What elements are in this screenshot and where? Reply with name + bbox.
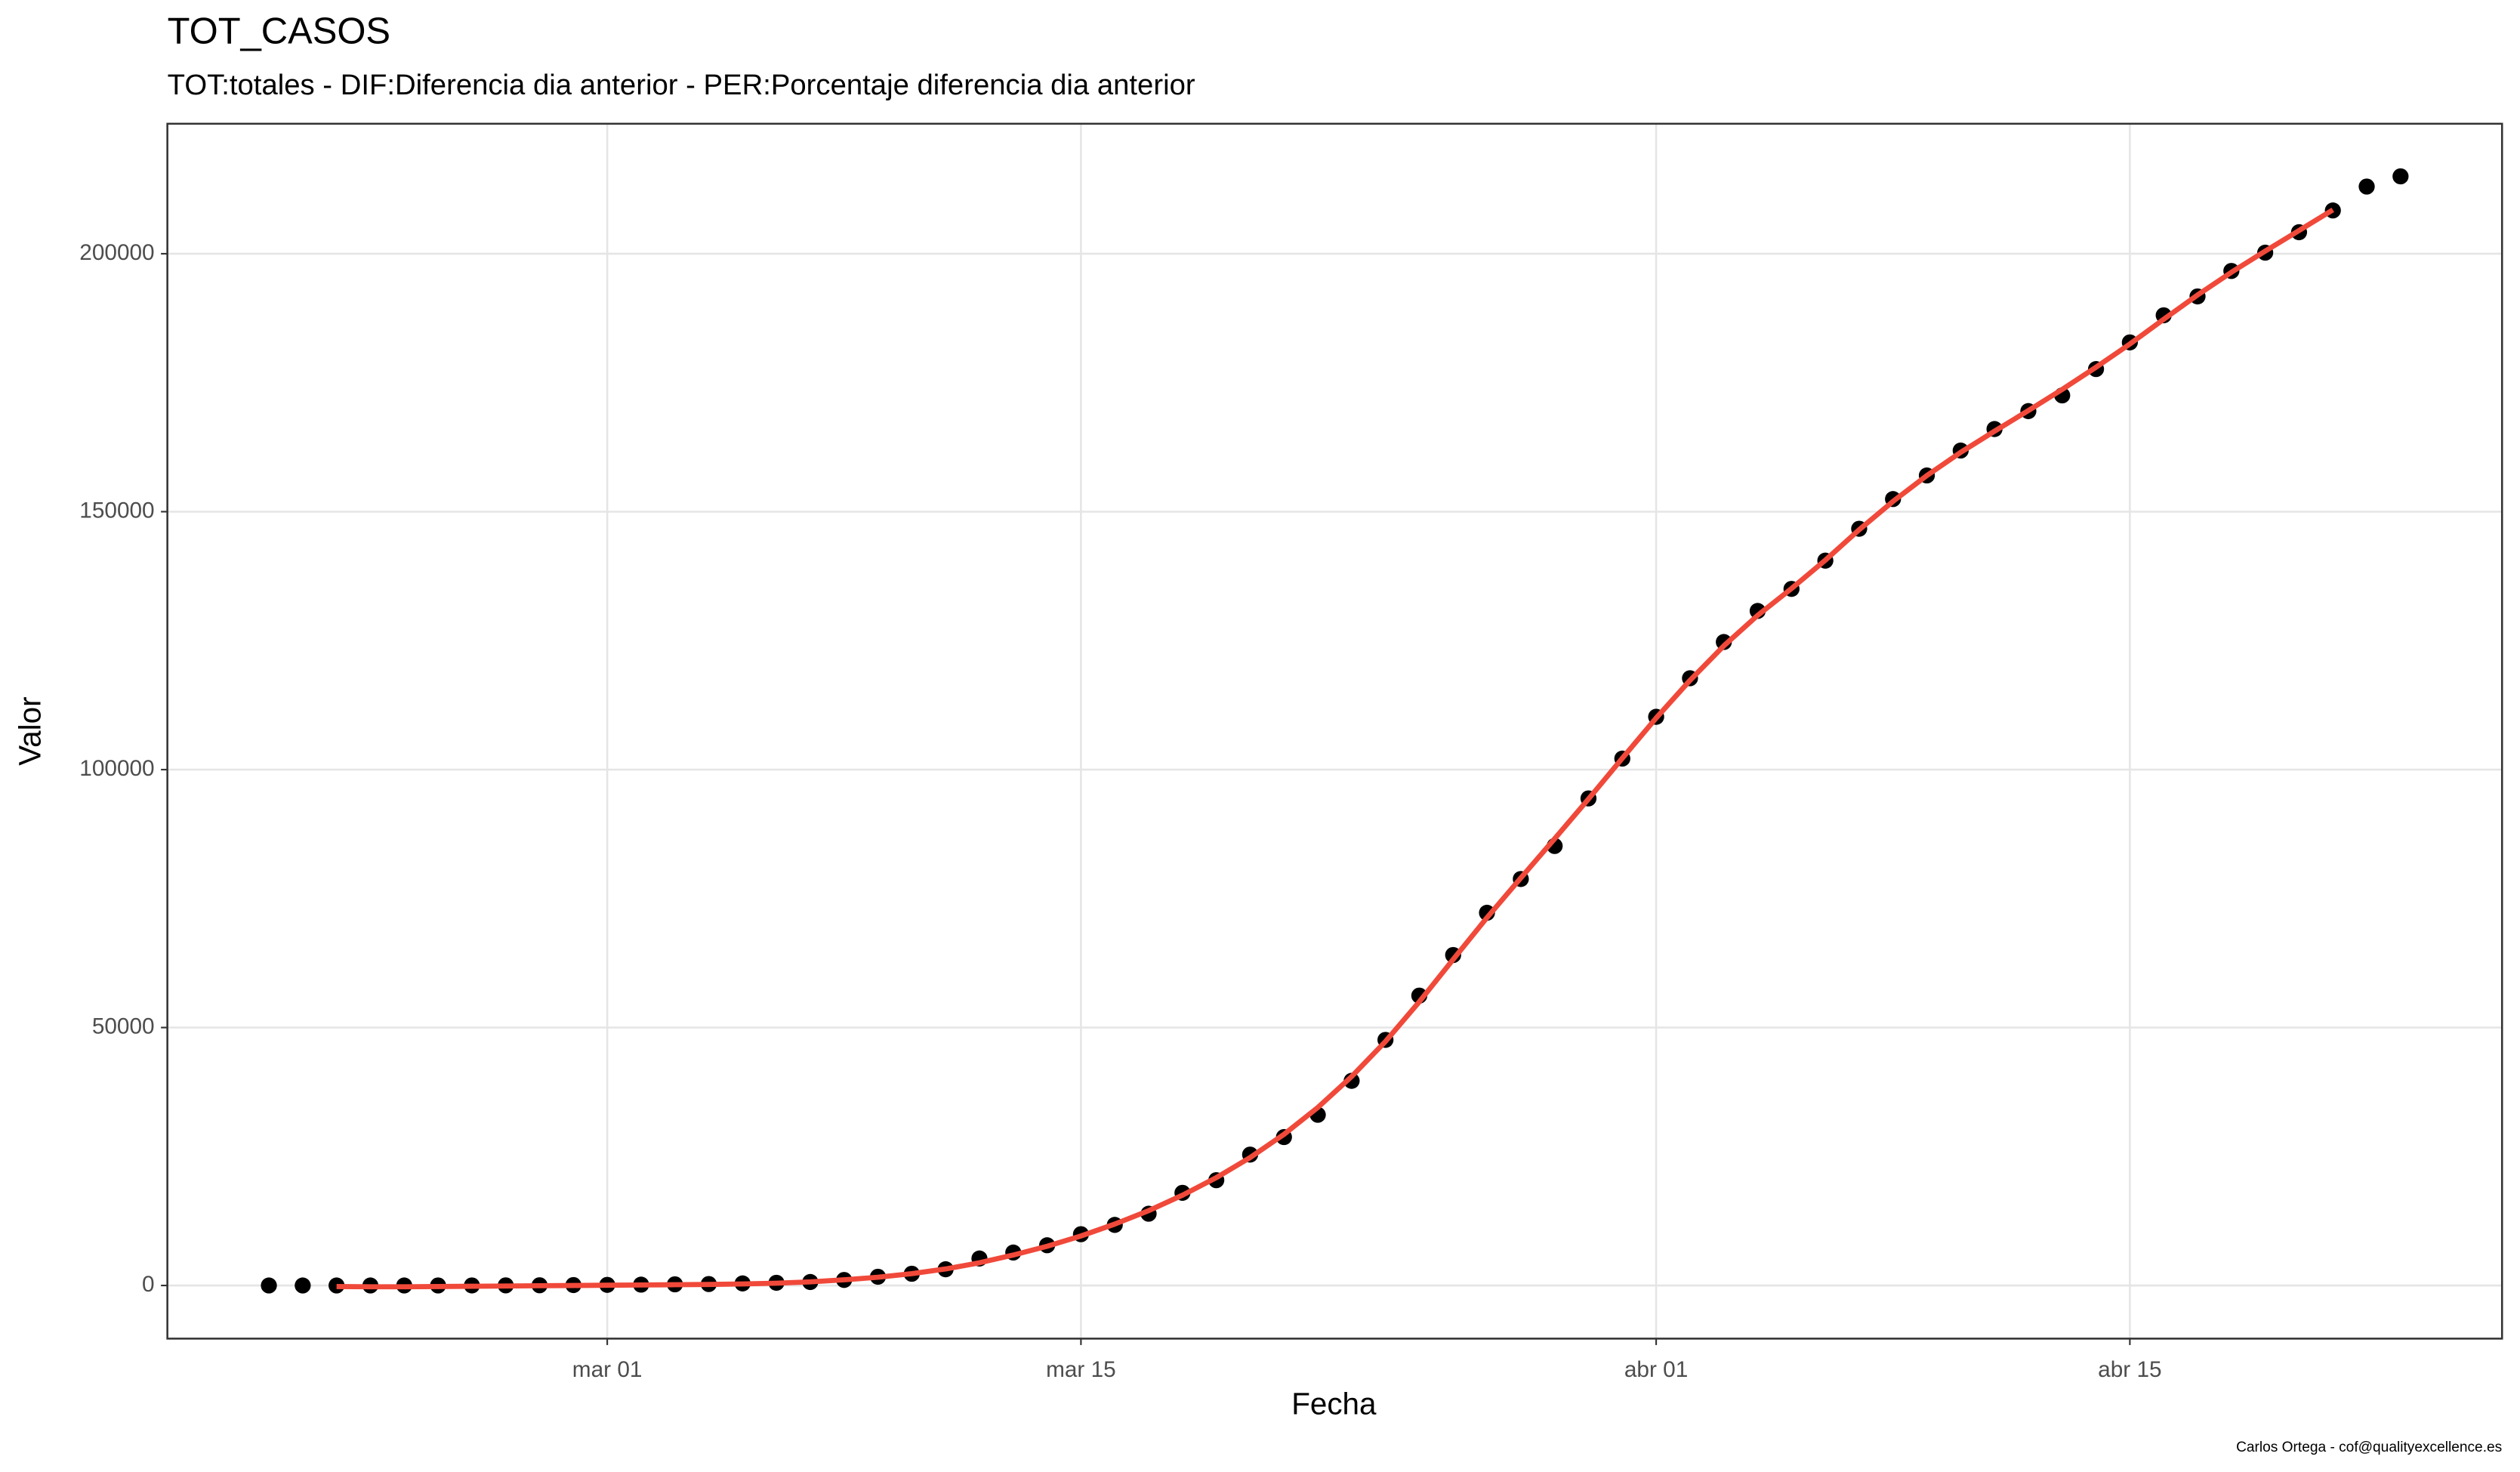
y-tick-label: 50000 xyxy=(92,1014,155,1038)
caption: Carlos Ortega - cof@qualityexcellence.es xyxy=(2236,1440,2502,1455)
data-point xyxy=(295,1277,311,1294)
y-tick-label: 100000 xyxy=(79,756,154,781)
y-axis-title: Valor xyxy=(13,696,48,765)
x-tick-label: abr 15 xyxy=(2098,1357,2161,1382)
x-tick-label: mar 15 xyxy=(1046,1357,1116,1382)
y-tick-label: 0 xyxy=(142,1272,155,1297)
fit-line xyxy=(336,207,2334,1290)
x-tick-label: abr 01 xyxy=(1624,1357,1688,1382)
plot-border xyxy=(166,122,2503,1340)
y-tick-label: 200000 xyxy=(79,240,154,265)
x-axis-title: Fecha xyxy=(1291,1386,1377,1421)
y-tick-label: 150000 xyxy=(79,498,154,523)
chart-title: TOT_CASOS xyxy=(168,11,390,52)
data-point xyxy=(2358,178,2375,195)
chart-subtitle: TOT:totales - DIF:Diferencia dia anterio… xyxy=(168,69,1195,101)
plot-background xyxy=(167,123,2503,1339)
x-tick-label: mar 01 xyxy=(572,1357,643,1382)
data-point xyxy=(328,1277,345,1294)
data-point xyxy=(1716,634,1732,650)
data-point xyxy=(261,1277,277,1294)
data-point xyxy=(2392,168,2409,185)
